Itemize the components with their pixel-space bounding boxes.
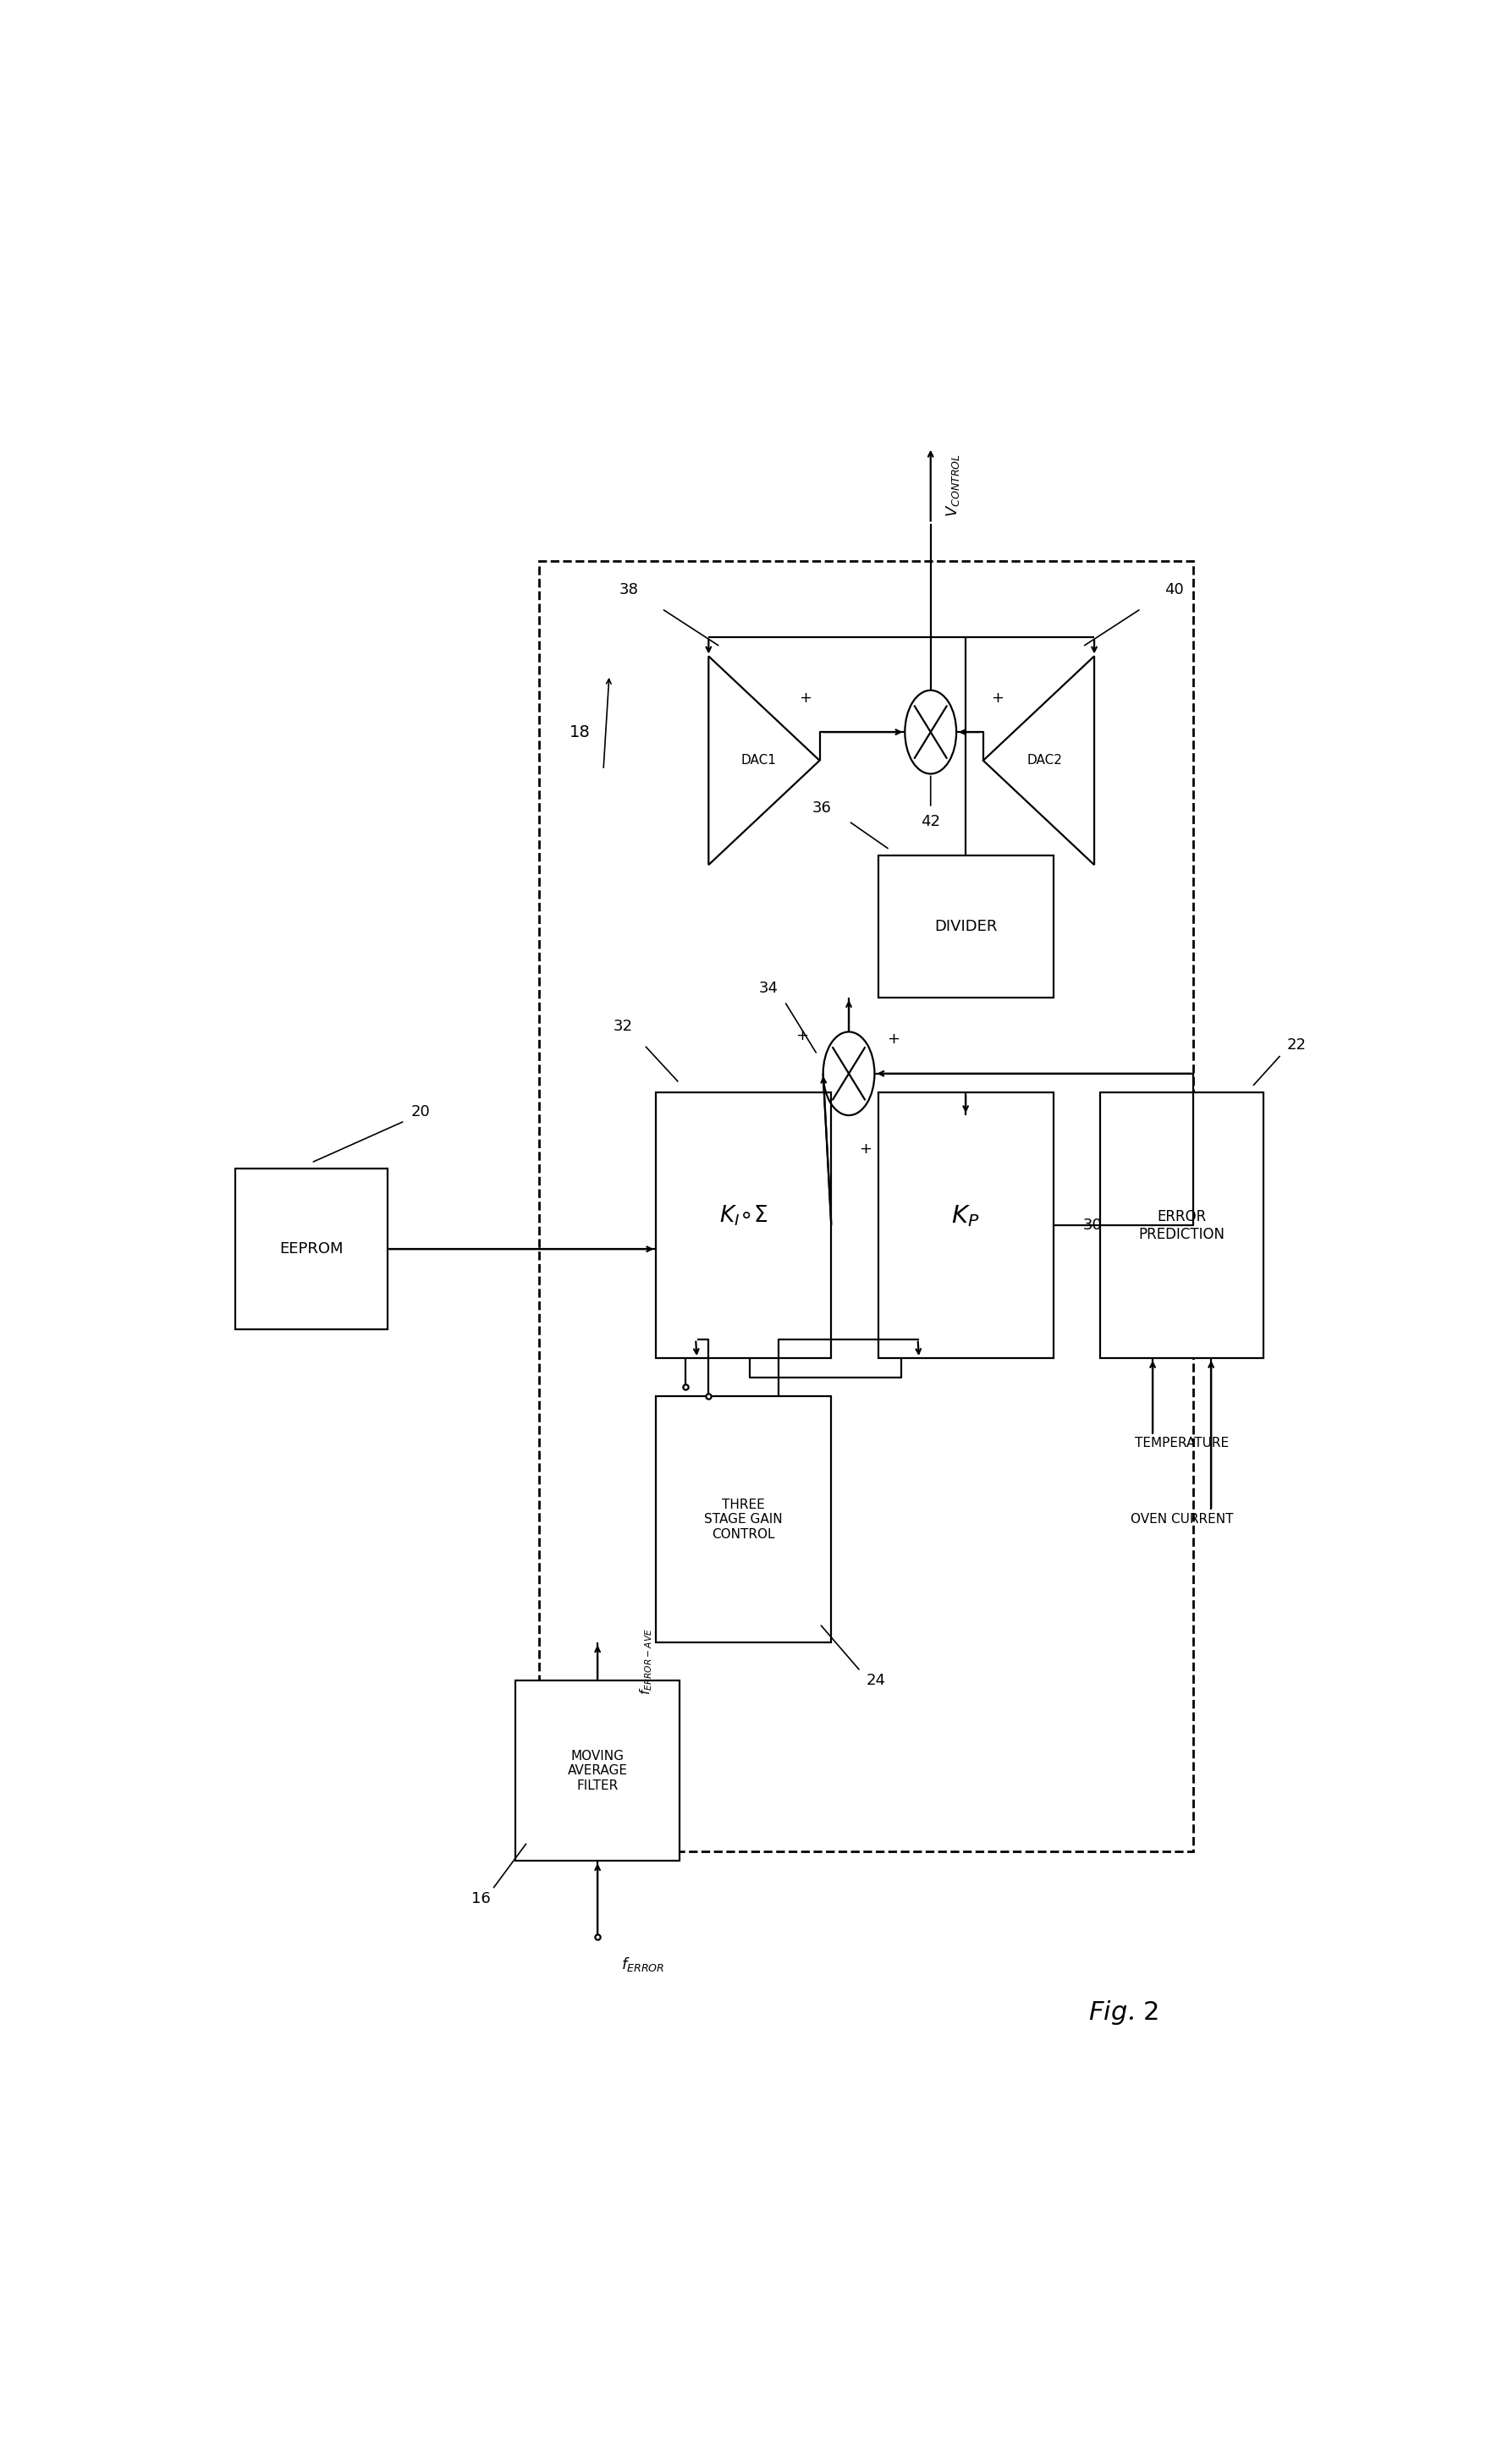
Bar bbox=[656, 1092, 831, 1358]
Bar bbox=[235, 1168, 388, 1331]
Text: MOVING
AVERAGE
FILTER: MOVING AVERAGE FILTER bbox=[567, 1749, 627, 1791]
Bar bbox=[1101, 1092, 1264, 1358]
Text: 30: 30 bbox=[1083, 1217, 1102, 1232]
Text: 20: 20 bbox=[410, 1104, 430, 1119]
Text: +: + bbox=[799, 690, 811, 705]
Text: 24: 24 bbox=[867, 1673, 885, 1688]
Bar bbox=[540, 562, 1194, 1850]
Text: DIVIDER: DIVIDER bbox=[935, 919, 997, 934]
Text: $V_{CONTROL}$: $V_{CONTROL}$ bbox=[944, 453, 962, 517]
Text: $\mathit{Fig}$.$\ 2$: $\mathit{Fig}$.$\ 2$ bbox=[1089, 1998, 1158, 2028]
Text: $f_{ERROR-AVE}$: $f_{ERROR-AVE}$ bbox=[638, 1629, 654, 1695]
Text: $K_I{\circ}\Sigma$: $K_I{\circ}\Sigma$ bbox=[719, 1205, 768, 1227]
Text: $K_P$: $K_P$ bbox=[952, 1202, 980, 1230]
Bar bbox=[516, 1680, 679, 1860]
Text: 40: 40 bbox=[1164, 582, 1184, 596]
Bar bbox=[656, 1397, 831, 1643]
Text: THREE
STAGE GAIN
CONTROL: THREE STAGE GAIN CONTROL bbox=[704, 1498, 783, 1540]
Text: 18: 18 bbox=[570, 724, 591, 739]
Text: +: + bbox=[887, 1032, 900, 1047]
Text: 16: 16 bbox=[470, 1892, 490, 1907]
Text: 38: 38 bbox=[620, 582, 638, 596]
Text: 34: 34 bbox=[759, 981, 778, 995]
Text: 22: 22 bbox=[1288, 1037, 1306, 1052]
Text: +: + bbox=[860, 1141, 872, 1158]
Text: +: + bbox=[991, 690, 1004, 705]
Text: EEPROM: EEPROM bbox=[279, 1242, 344, 1257]
Bar bbox=[878, 1092, 1054, 1358]
Text: DAC2: DAC2 bbox=[1027, 754, 1062, 766]
Text: 42: 42 bbox=[921, 813, 941, 828]
Text: OVEN CURRENT: OVEN CURRENT bbox=[1131, 1513, 1234, 1525]
Text: 36: 36 bbox=[811, 801, 831, 816]
Text: +: + bbox=[796, 1027, 808, 1042]
Text: TEMPERATURE: TEMPERATURE bbox=[1136, 1437, 1229, 1449]
Text: $f_{ERROR}$: $f_{ERROR}$ bbox=[621, 1956, 665, 1974]
Text: ERROR
PREDICTION: ERROR PREDICTION bbox=[1139, 1210, 1224, 1242]
Bar bbox=[878, 855, 1054, 998]
Text: 32: 32 bbox=[614, 1018, 633, 1035]
Text: DAC1: DAC1 bbox=[740, 754, 777, 766]
